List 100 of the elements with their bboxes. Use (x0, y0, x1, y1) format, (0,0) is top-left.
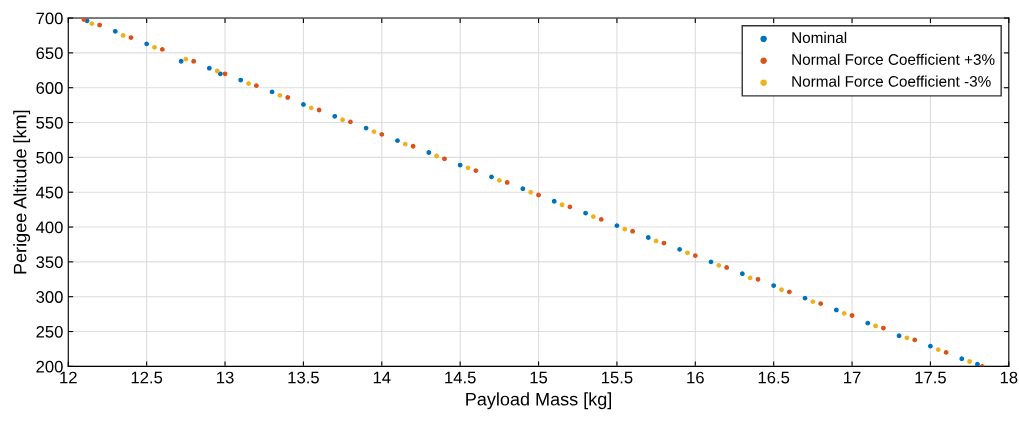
point (975, 361, 980, 367)
point (967, 359, 973, 364)
point (677, 246, 683, 252)
y-axis-title: Perigee Altitude [km] (13, 110, 31, 274)
x-tick-label: 15 (530, 371, 548, 384)
point (285, 95, 291, 100)
point (583, 210, 588, 216)
point (246, 81, 251, 86)
point (716, 262, 722, 268)
point (849, 313, 855, 318)
point (567, 204, 573, 210)
point (348, 119, 353, 125)
point (622, 226, 628, 232)
point (301, 102, 306, 107)
point (692, 253, 698, 258)
point (473, 168, 479, 174)
point (771, 283, 777, 288)
point (708, 259, 714, 265)
point (833, 307, 839, 313)
y-tick-label: 600 (36, 82, 63, 94)
point (739, 271, 745, 277)
x-tick-label: 18 (1000, 371, 1018, 384)
y-tick-label: 200 (36, 360, 63, 373)
point (238, 77, 244, 83)
point (724, 265, 730, 270)
point (410, 143, 416, 149)
y-tick-label: 400 (35, 221, 63, 234)
point (340, 117, 345, 123)
point (371, 129, 377, 135)
point (402, 141, 408, 147)
point (881, 325, 886, 331)
point (536, 192, 541, 198)
point (528, 189, 534, 195)
point (222, 71, 228, 77)
y-tick-label: 650 (36, 47, 63, 60)
point (206, 65, 212, 71)
point (277, 92, 283, 98)
x-axis-title: Payload Mass [kg] (466, 392, 612, 410)
point (943, 350, 949, 355)
point (426, 150, 432, 155)
y-tick-label: 700 (36, 12, 63, 25)
point (178, 58, 184, 64)
point (786, 289, 792, 295)
point (645, 235, 651, 240)
point (253, 83, 259, 89)
point (379, 131, 385, 137)
y-tick-label: 350 (36, 256, 63, 269)
point (434, 153, 440, 159)
y-tick-label: 500 (36, 151, 63, 164)
legend-label: Normal Force Coefficient -3% (792, 75, 991, 87)
point (489, 174, 494, 180)
point (653, 238, 659, 244)
point (112, 28, 118, 34)
point (551, 198, 557, 204)
point (120, 33, 126, 38)
point (89, 21, 95, 27)
point (191, 58, 197, 64)
point (841, 311, 847, 316)
point (810, 299, 816, 304)
point (747, 275, 753, 281)
x-tick-label: 12 (60, 371, 77, 384)
point (457, 162, 463, 168)
point (802, 295, 808, 301)
point (959, 356, 965, 362)
x-tick-label: 13 (217, 371, 234, 384)
x-tick-label: 12.5 (131, 371, 163, 384)
x-tick-label: 17 (844, 371, 861, 384)
legend-label: Normal Force Coefficient +3% (792, 53, 995, 65)
point (865, 320, 871, 326)
point (363, 125, 369, 131)
x-tick-label: 17.5 (915, 371, 946, 384)
x-tick-label: 16 (687, 371, 704, 384)
point (395, 138, 400, 144)
point (496, 177, 502, 183)
point (614, 223, 620, 229)
point (128, 35, 134, 40)
point (779, 287, 784, 293)
point (912, 337, 918, 343)
point (559, 202, 565, 208)
x-tick-label: 13.5 (288, 371, 319, 384)
x-tick-label: 15.5 (601, 371, 633, 384)
point (661, 240, 667, 246)
point (630, 228, 635, 234)
point (442, 156, 447, 162)
point (183, 56, 189, 62)
point (904, 335, 910, 341)
point (269, 89, 275, 95)
point (465, 165, 471, 171)
x-tick-label: 14.5 (445, 371, 476, 384)
y-tick-label: 250 (36, 325, 63, 338)
point (755, 276, 761, 282)
point (332, 113, 338, 119)
point (308, 105, 314, 111)
x-tick-label: 16.5 (758, 371, 790, 384)
point (591, 214, 596, 219)
x-tick-label: 14 (373, 371, 391, 384)
y-tick-label: 550 (36, 116, 63, 129)
point (935, 347, 941, 353)
point (928, 343, 933, 349)
point (144, 41, 150, 47)
